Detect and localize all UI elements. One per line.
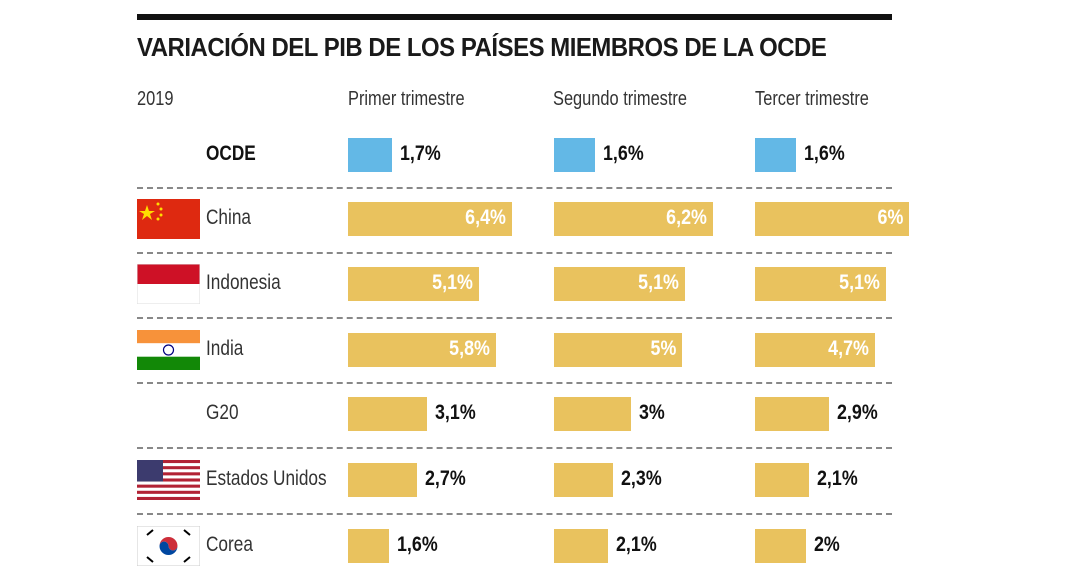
bar-2: [554, 529, 608, 563]
india-flag-icon: [137, 330, 200, 370]
bar-2: [554, 333, 682, 367]
row-label: OCDE: [206, 142, 256, 165]
bar-1: [348, 138, 392, 172]
indonesia-flag-icon: [136, 263, 201, 305]
data-label: 2,7%: [425, 467, 466, 490]
data-label: 2,1%: [817, 467, 858, 490]
row-separator: [137, 317, 892, 319]
bar-3: [755, 463, 809, 497]
data-label: 6%: [877, 206, 903, 229]
chart-title: VARIACIÓN DEL PIB DE LOS PAÍSES MIEMBROS…: [137, 32, 827, 62]
data-label: 1,6%: [397, 533, 438, 556]
row-china: China 6,4% 6,2% 6%: [0, 187, 1080, 251]
bar-3: [755, 267, 886, 301]
bar-3: [755, 202, 909, 236]
row-indonesia: Indonesia 5,1% 5,1% 5,1%: [0, 252, 1080, 316]
korea-flag-icon: [136, 525, 201, 567]
bar-1: [348, 267, 479, 301]
column-header-q1: Primer trimestre: [348, 88, 465, 110]
column-header-q2: Segundo trimestre: [553, 88, 688, 110]
bar-2: [554, 138, 595, 172]
bar-3: [755, 333, 875, 367]
row-separator: [137, 187, 892, 189]
data-label: 5%: [650, 337, 676, 360]
china-flag-icon: [137, 199, 200, 239]
data-label: 6,2%: [666, 206, 707, 229]
row-corea: Corea 1,6% 2,1% 2%: [0, 514, 1080, 578]
row-separator: [137, 252, 892, 254]
bar-2: [554, 267, 685, 301]
column-header-q3: Tercer trimestre: [755, 88, 869, 110]
data-label: 5,8%: [449, 337, 490, 360]
row-label: China: [206, 206, 251, 229]
year-label: 2019: [137, 88, 174, 110]
data-label: 1,6%: [804, 142, 845, 165]
data-label: 2,3%: [621, 467, 662, 490]
data-label: 2,9%: [837, 401, 878, 424]
bar-3: [755, 138, 796, 172]
row-estados-unidos: Estados Unidos 2,7% 2,3% 2,1%: [0, 448, 1080, 512]
bar-2: [554, 397, 631, 431]
usa-flag-icon: [137, 460, 200, 500]
bar-1: [348, 529, 389, 563]
row-label: India: [206, 337, 244, 360]
data-label: 6,4%: [465, 206, 506, 229]
data-label: 1,6%: [603, 142, 644, 165]
data-label: 2%: [814, 533, 840, 556]
data-label: 4,7%: [828, 337, 869, 360]
bar-1: [348, 202, 512, 236]
data-label: 5,1%: [839, 271, 880, 294]
bar-2: [554, 463, 613, 497]
bar-1: [348, 333, 496, 367]
bar-2: [554, 202, 713, 236]
bar-1: [348, 463, 417, 497]
row-label: G20: [206, 401, 239, 424]
data-label: 3%: [639, 401, 665, 424]
bar-3: [755, 397, 829, 431]
row-separator: [137, 382, 892, 384]
row-label: Estados Unidos: [206, 467, 327, 490]
data-label: 5,1%: [432, 271, 473, 294]
row-india: India 5,8% 5% 4,7%: [0, 318, 1080, 382]
data-label: 3,1%: [435, 401, 476, 424]
title-rule: [137, 14, 892, 20]
bar-1: [348, 397, 427, 431]
data-label: 5,1%: [638, 271, 679, 294]
data-label: 2,1%: [616, 533, 657, 556]
row-separator: [137, 513, 892, 515]
row-label: Corea: [206, 533, 253, 556]
row-label: Indonesia: [206, 271, 281, 294]
data-label: 1,7%: [400, 142, 441, 165]
row-ocde: OCDE 1,7% 1,6% 1,6%: [0, 123, 1080, 187]
row-g20: G20 3,1% 3% 2,9%: [0, 382, 1080, 446]
row-separator: [137, 447, 892, 449]
bar-3: [755, 529, 806, 563]
